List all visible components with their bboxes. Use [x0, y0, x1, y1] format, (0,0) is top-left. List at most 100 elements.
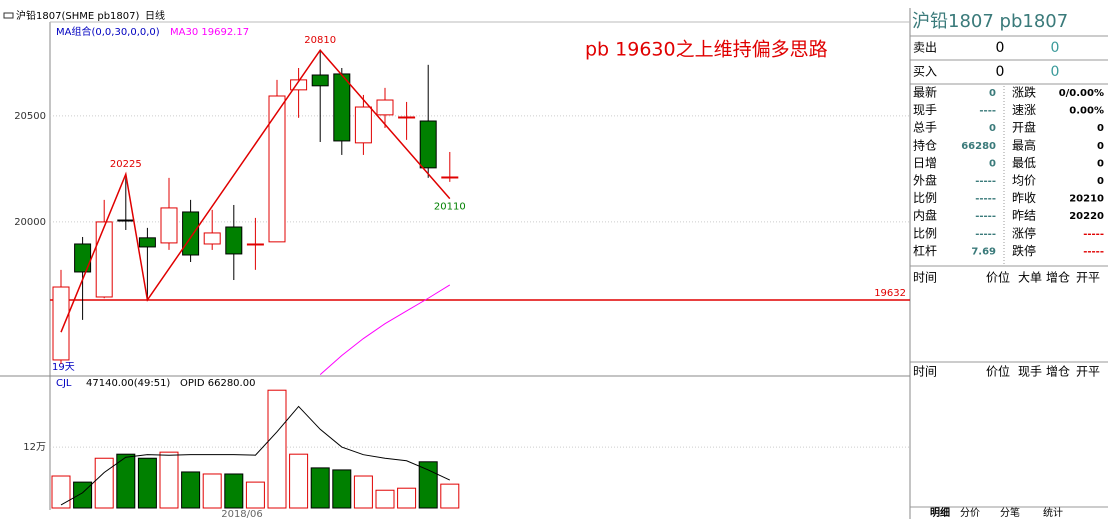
- quote-label: 涨停: [1012, 225, 1036, 240]
- volume-bar: [375, 489, 395, 509]
- quote-label: 最低: [1012, 156, 1036, 170]
- quote-value: 0: [1097, 176, 1104, 187]
- candle-body: [354, 106, 372, 144]
- quote-price: 0: [996, 64, 1005, 80]
- quote-price: 0: [996, 40, 1005, 56]
- quote-value: 0.00%: [1069, 106, 1104, 117]
- annotation: pb 19630之上维持偏多思路: [585, 39, 828, 61]
- x-label: 2018/06: [221, 509, 263, 519]
- volume-bar: [418, 461, 438, 509]
- quote-value: -----: [975, 211, 996, 222]
- volume-bar: [51, 475, 71, 509]
- tab[interactable]: 统计: [1043, 506, 1063, 519]
- peak-label: 20110: [434, 202, 466, 213]
- legend[interactable]: MA组合(0,0,30,0,0,0): [56, 25, 160, 38]
- volume-bar: [397, 487, 417, 509]
- quote-label: 杠杆: [913, 243, 937, 258]
- quote-label: 昨结: [1012, 209, 1036, 223]
- volume-bar: [159, 451, 179, 509]
- volume-bar: [181, 471, 201, 509]
- quote-label: 持仓: [913, 137, 937, 152]
- volume-bar: [310, 467, 330, 509]
- support-label: 19632: [874, 288, 906, 299]
- volume-bar: [137, 457, 157, 509]
- volume-bar: [332, 469, 352, 509]
- candle-body: [333, 73, 351, 142]
- quote-label: 速涨: [1012, 102, 1036, 117]
- y-tick-label: 20500: [14, 111, 46, 122]
- table-header: 时间: [913, 365, 937, 379]
- volume-bar: [202, 473, 222, 509]
- table-header: 时间: [913, 271, 937, 285]
- quote-value: 20220: [1069, 211, 1104, 222]
- y-tick-label: 12万: [23, 442, 46, 453]
- candle-body: [74, 243, 92, 273]
- y-tick-label: 20000: [14, 217, 46, 228]
- symbol: 沪铅1807(SHME pb1807): [16, 9, 139, 22]
- candle-body: [376, 99, 394, 116]
- candle-body: [246, 243, 264, 246]
- quote-label: 比例: [913, 191, 937, 205]
- quote-value: 0: [1097, 158, 1104, 169]
- candle-body: [290, 79, 308, 91]
- quote-label: 均价: [1012, 174, 1036, 188]
- tab[interactable]: 分笔: [1000, 506, 1020, 519]
- candle-body: [203, 232, 221, 245]
- volume-bar: [267, 389, 287, 509]
- volume-value: 47140.00(49:51): [86, 378, 170, 389]
- table-header: 开平: [1076, 271, 1100, 285]
- quote-value: 0: [1097, 123, 1104, 134]
- quote-value: 0: [1097, 141, 1104, 152]
- quote-value: 0: [989, 123, 996, 134]
- candle-body: [138, 237, 156, 248]
- quote-value: -----: [1083, 246, 1104, 257]
- table-header: 增仓: [1046, 365, 1070, 379]
- quote-label: 最高: [1012, 137, 1036, 152]
- volume-bar: [116, 453, 136, 509]
- volume-bar: [94, 457, 114, 509]
- quote-label: 比例: [913, 226, 937, 240]
- quote-value: -----: [975, 229, 996, 240]
- quote-value: -----: [975, 176, 996, 187]
- candle-body: [160, 207, 178, 244]
- volume-bar: [353, 475, 373, 509]
- quote-value: 0: [989, 158, 996, 169]
- candle-body: [117, 219, 135, 222]
- quote-value: ----: [979, 106, 996, 117]
- peak-label: 20225: [110, 159, 142, 170]
- icon[interactable]: [3, 12, 14, 19]
- candle-body: [95, 221, 113, 298]
- quote-value: -----: [975, 194, 996, 205]
- quote-label: 开盘: [1012, 120, 1036, 135]
- quote-value: 7.69: [971, 246, 996, 257]
- quote-label: 外盘: [913, 173, 937, 188]
- table-header: 大单: [1018, 271, 1042, 285]
- volume-bar: [224, 473, 244, 509]
- volume-bar: [245, 481, 265, 509]
- quote-label: 跌停: [1012, 243, 1036, 258]
- quote-label: 总手: [913, 121, 937, 135]
- quote-title: 沪铅1807 pb1807: [912, 11, 1068, 32]
- tab[interactable]: 分价: [960, 507, 980, 519]
- quote-label: 现手: [913, 103, 937, 117]
- candle-body: [182, 211, 200, 256]
- tab[interactable]: 明细: [930, 506, 950, 519]
- quote-label: 内盘: [913, 208, 937, 223]
- ma-label: MA30 19692.17: [170, 27, 249, 38]
- period[interactable]: 日线: [145, 9, 165, 22]
- quote-label: 最新: [913, 85, 937, 100]
- quote-value: 20210: [1069, 194, 1104, 205]
- volume-bar: [289, 453, 309, 509]
- quote-label: 昨收: [1012, 191, 1036, 205]
- peak-label: 20810: [304, 35, 336, 46]
- volume-bar: [73, 481, 93, 509]
- corner-label: 19天: [52, 362, 75, 373]
- candle-body: [441, 176, 459, 179]
- quote-value: 66280: [961, 141, 996, 152]
- candle-body: [52, 286, 70, 361]
- ma30-line: [319, 284, 451, 375]
- volume-legend[interactable]: CJL: [56, 378, 72, 389]
- table-header: 价位: [986, 364, 1010, 379]
